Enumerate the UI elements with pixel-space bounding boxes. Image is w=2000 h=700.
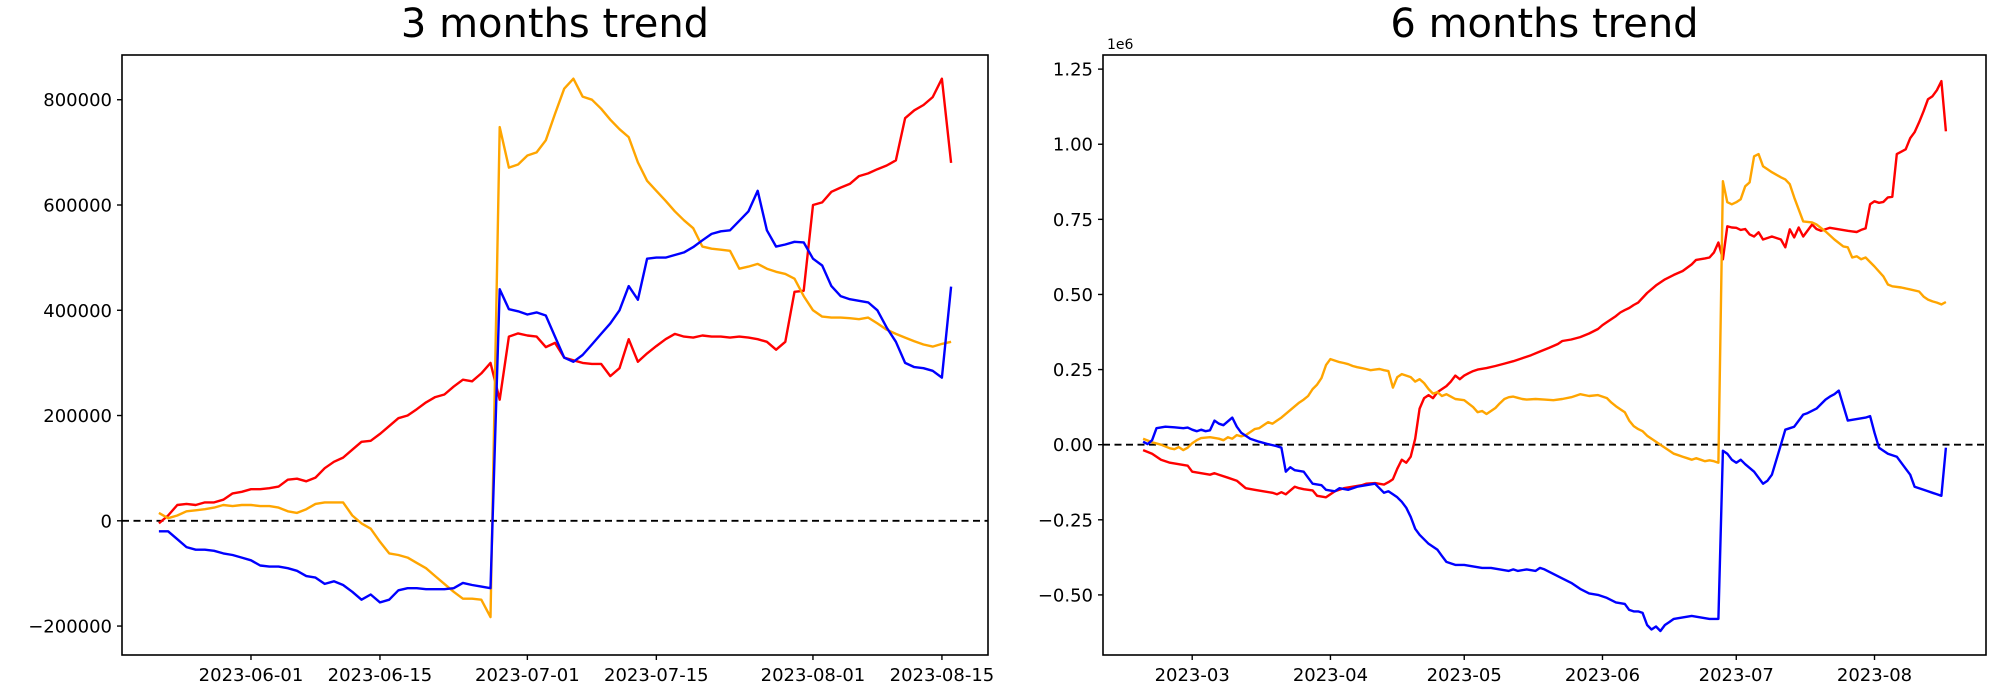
y-tick-label: −0.25 <box>1038 510 1093 531</box>
x-tick-label: 2023-07-15 <box>604 665 709 686</box>
y-tick-label: 0 <box>101 511 112 532</box>
x-tick-label: 2023-06-01 <box>199 665 304 686</box>
red-series-line <box>1142 79 1948 499</box>
x-tick-label: 2023-05 <box>1427 665 1502 686</box>
y-tick-label: 600000 <box>43 196 112 217</box>
x-tick-label: 2023-08-01 <box>761 665 866 686</box>
y-tick-label: 0.25 <box>1053 360 1093 381</box>
orange-series-line <box>158 77 952 619</box>
blue-series-line <box>158 189 953 604</box>
three-months-trend-series-group <box>158 77 953 619</box>
y-tick-label: −0.50 <box>1038 585 1093 606</box>
y-tick-label: 200000 <box>43 406 112 427</box>
y-tick-label: 800000 <box>43 90 112 111</box>
three-months-trend-axes: 2023-06-01 2023-06-15 2023-07-01 2023-07-15… <box>28 54 995 686</box>
y-tick-label: −200000 <box>28 617 112 638</box>
x-tick-label: 2023-08-15 <box>890 665 995 686</box>
y-tick-label: 0.00 <box>1053 435 1093 456</box>
x-tick-label: 2023-06 <box>1565 665 1640 686</box>
axes-spines <box>1102 54 1987 656</box>
x-tick-label: 2023-06-15 <box>328 665 433 686</box>
x-tick-label: 2023-07 <box>1699 665 1774 686</box>
y-tick-label: 400000 <box>43 301 112 322</box>
x-tick-label: 2023-04 <box>1293 665 1368 686</box>
y-tick-label: 0.50 <box>1053 285 1093 306</box>
y-tick-label: 0.75 <box>1053 210 1093 231</box>
chart-title-6-months: 6 months trend <box>1390 1 1699 47</box>
x-tick-label: 2023-07-01 <box>475 665 580 686</box>
x-tick-label: 2023-08 <box>1837 665 1912 686</box>
y-tick-label: 1.00 <box>1053 135 1093 156</box>
chart-title-3-months: 3 months trend <box>400 1 710 47</box>
six-months-trend-axes: 2023-03 2023-04 2023-05 2023-06 2023-07 2023-… <box>1038 37 1987 686</box>
axes-spines <box>121 54 989 656</box>
x-tick-label: 2023-03 <box>1155 665 1230 686</box>
y-axis-offset-label: 1e6 <box>1107 37 1134 53</box>
six-months-trend-series-group <box>1142 79 1948 633</box>
orange-series-line <box>1142 152 1947 464</box>
y-tick-label: 1.25 <box>1053 60 1093 81</box>
red-series-line <box>158 77 953 525</box>
blue-series-line <box>1142 389 1948 633</box>
